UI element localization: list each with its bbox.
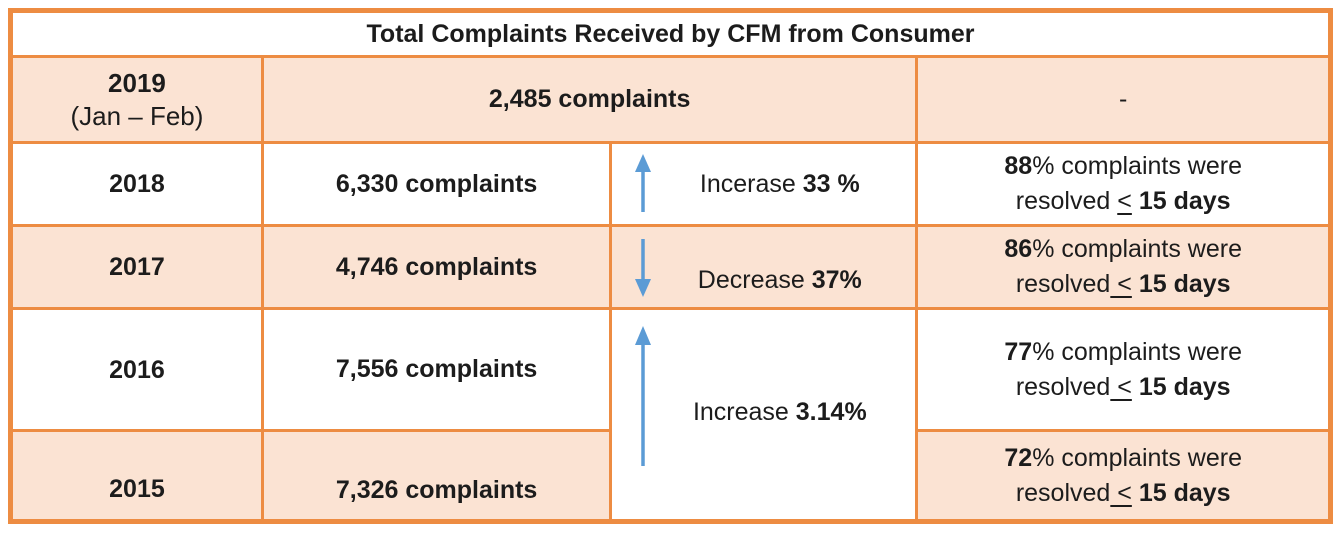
change-text: Incerase 33 % xyxy=(654,170,905,199)
period-label: (Jan – Feb) xyxy=(70,100,204,131)
cell-resolved-2016: 77% complaints were resolved < 15 days xyxy=(915,307,1332,432)
resolved-percent: 72 xyxy=(1004,443,1033,472)
resolved-days: 15 days xyxy=(1138,372,1231,401)
resolved-text2: resolved xyxy=(1015,372,1111,401)
resolved-days: 15 days xyxy=(1138,270,1231,298)
resolved-days: 15 days xyxy=(1138,478,1231,507)
table-row-2015: 2015 7,326 complaints 72% complaints wer… xyxy=(9,429,1332,523)
change-merged: Increase 3.14% xyxy=(622,312,905,517)
resolved-text: % complaints were xyxy=(1032,152,1242,180)
cell-change-2018: Incerase 33 % xyxy=(609,141,919,227)
resolved-text: % complaints were xyxy=(1032,443,1242,472)
resolved-text: % complaints were xyxy=(1032,235,1242,263)
resolved-text: % complaints were xyxy=(1032,337,1242,366)
change-2018: Incerase 33 % xyxy=(622,146,905,222)
change-text: Increase 3.14% xyxy=(654,398,905,427)
change-value: 37% xyxy=(811,265,862,294)
cell-resolved-2018: 88% complaints were resolved < 15 days xyxy=(915,141,1332,227)
resolved-percent: 86 xyxy=(1004,235,1033,263)
leq-symbol: < xyxy=(1110,478,1132,507)
cell-resolved-2015: 72% complaints were resolved < 15 days xyxy=(915,429,1332,523)
cell-total-2015: 7,326 complaints xyxy=(260,429,613,523)
cell-year-2017: 2017 xyxy=(9,224,264,310)
cell-year-2015: 2015 xyxy=(9,429,264,523)
complaints-table: Total Complaints Received by CFM from Co… xyxy=(8,8,1333,524)
table-row-2019: 2019 (Jan – Feb) 2,485 complaints - xyxy=(9,55,1332,144)
resolved-text2: resolved xyxy=(1015,270,1111,298)
leq-symbol: < xyxy=(1110,372,1132,401)
change-value: 3.14% xyxy=(795,398,867,426)
down-arrow-icon xyxy=(632,237,654,297)
resolved-text2: resolved xyxy=(1015,478,1111,507)
resolved-percent: 77 xyxy=(1004,337,1033,366)
table-row-2017: 2017 4,746 complaints Decrease 37% 86% c… xyxy=(9,224,1332,310)
leq-symbol: < xyxy=(1117,187,1132,215)
cell-change-2016-2015: Increase 3.14% xyxy=(609,307,919,523)
cell-total-2017: 4,746 complaints xyxy=(260,224,613,310)
cell-total-2016: 7,556 complaints xyxy=(260,307,613,432)
change-label: Decrease xyxy=(697,265,805,294)
change-text: Decrease 37% xyxy=(654,253,905,294)
cell-year-2019: 2019 (Jan – Feb) xyxy=(9,55,264,144)
cell-year-2018: 2018 xyxy=(9,141,264,227)
change-label: Incerase xyxy=(699,169,796,198)
cell-total-2018: 6,330 complaints xyxy=(260,141,613,227)
change-label: Increase xyxy=(692,398,789,426)
table-row-2016: 2016 7,556 complaints Increase 3.14% 77%… xyxy=(9,307,1332,523)
change-value: 33 % xyxy=(802,169,860,198)
leq-symbol: < xyxy=(1110,270,1132,298)
year-label: 2019 xyxy=(108,67,166,98)
resolved-percent: 88 xyxy=(1004,152,1033,180)
cell-year-2016: 2016 xyxy=(9,307,264,432)
resolved-text2: resolved xyxy=(1015,187,1118,215)
resolved-days: 15 days xyxy=(1138,187,1231,215)
table-row-2018: 2018 6,330 complaints Incerase 33 % 88% … xyxy=(9,141,1332,227)
table-title: Total Complaints Received by CFM from Co… xyxy=(9,9,1332,58)
change-2017: Decrease 37% xyxy=(622,229,905,305)
table-row-title: Total Complaints Received by CFM from Co… xyxy=(9,9,1332,58)
up-arrow-icon xyxy=(632,154,654,214)
cell-total-2019: 2,485 complaints xyxy=(260,55,919,144)
cell-change-2017: Decrease 37% xyxy=(609,224,919,310)
up-arrow-icon xyxy=(632,325,654,468)
cell-resolved-2017: 86% complaints were resolved < 15 days xyxy=(915,224,1332,310)
cell-resolved-2019: - xyxy=(915,55,1332,144)
